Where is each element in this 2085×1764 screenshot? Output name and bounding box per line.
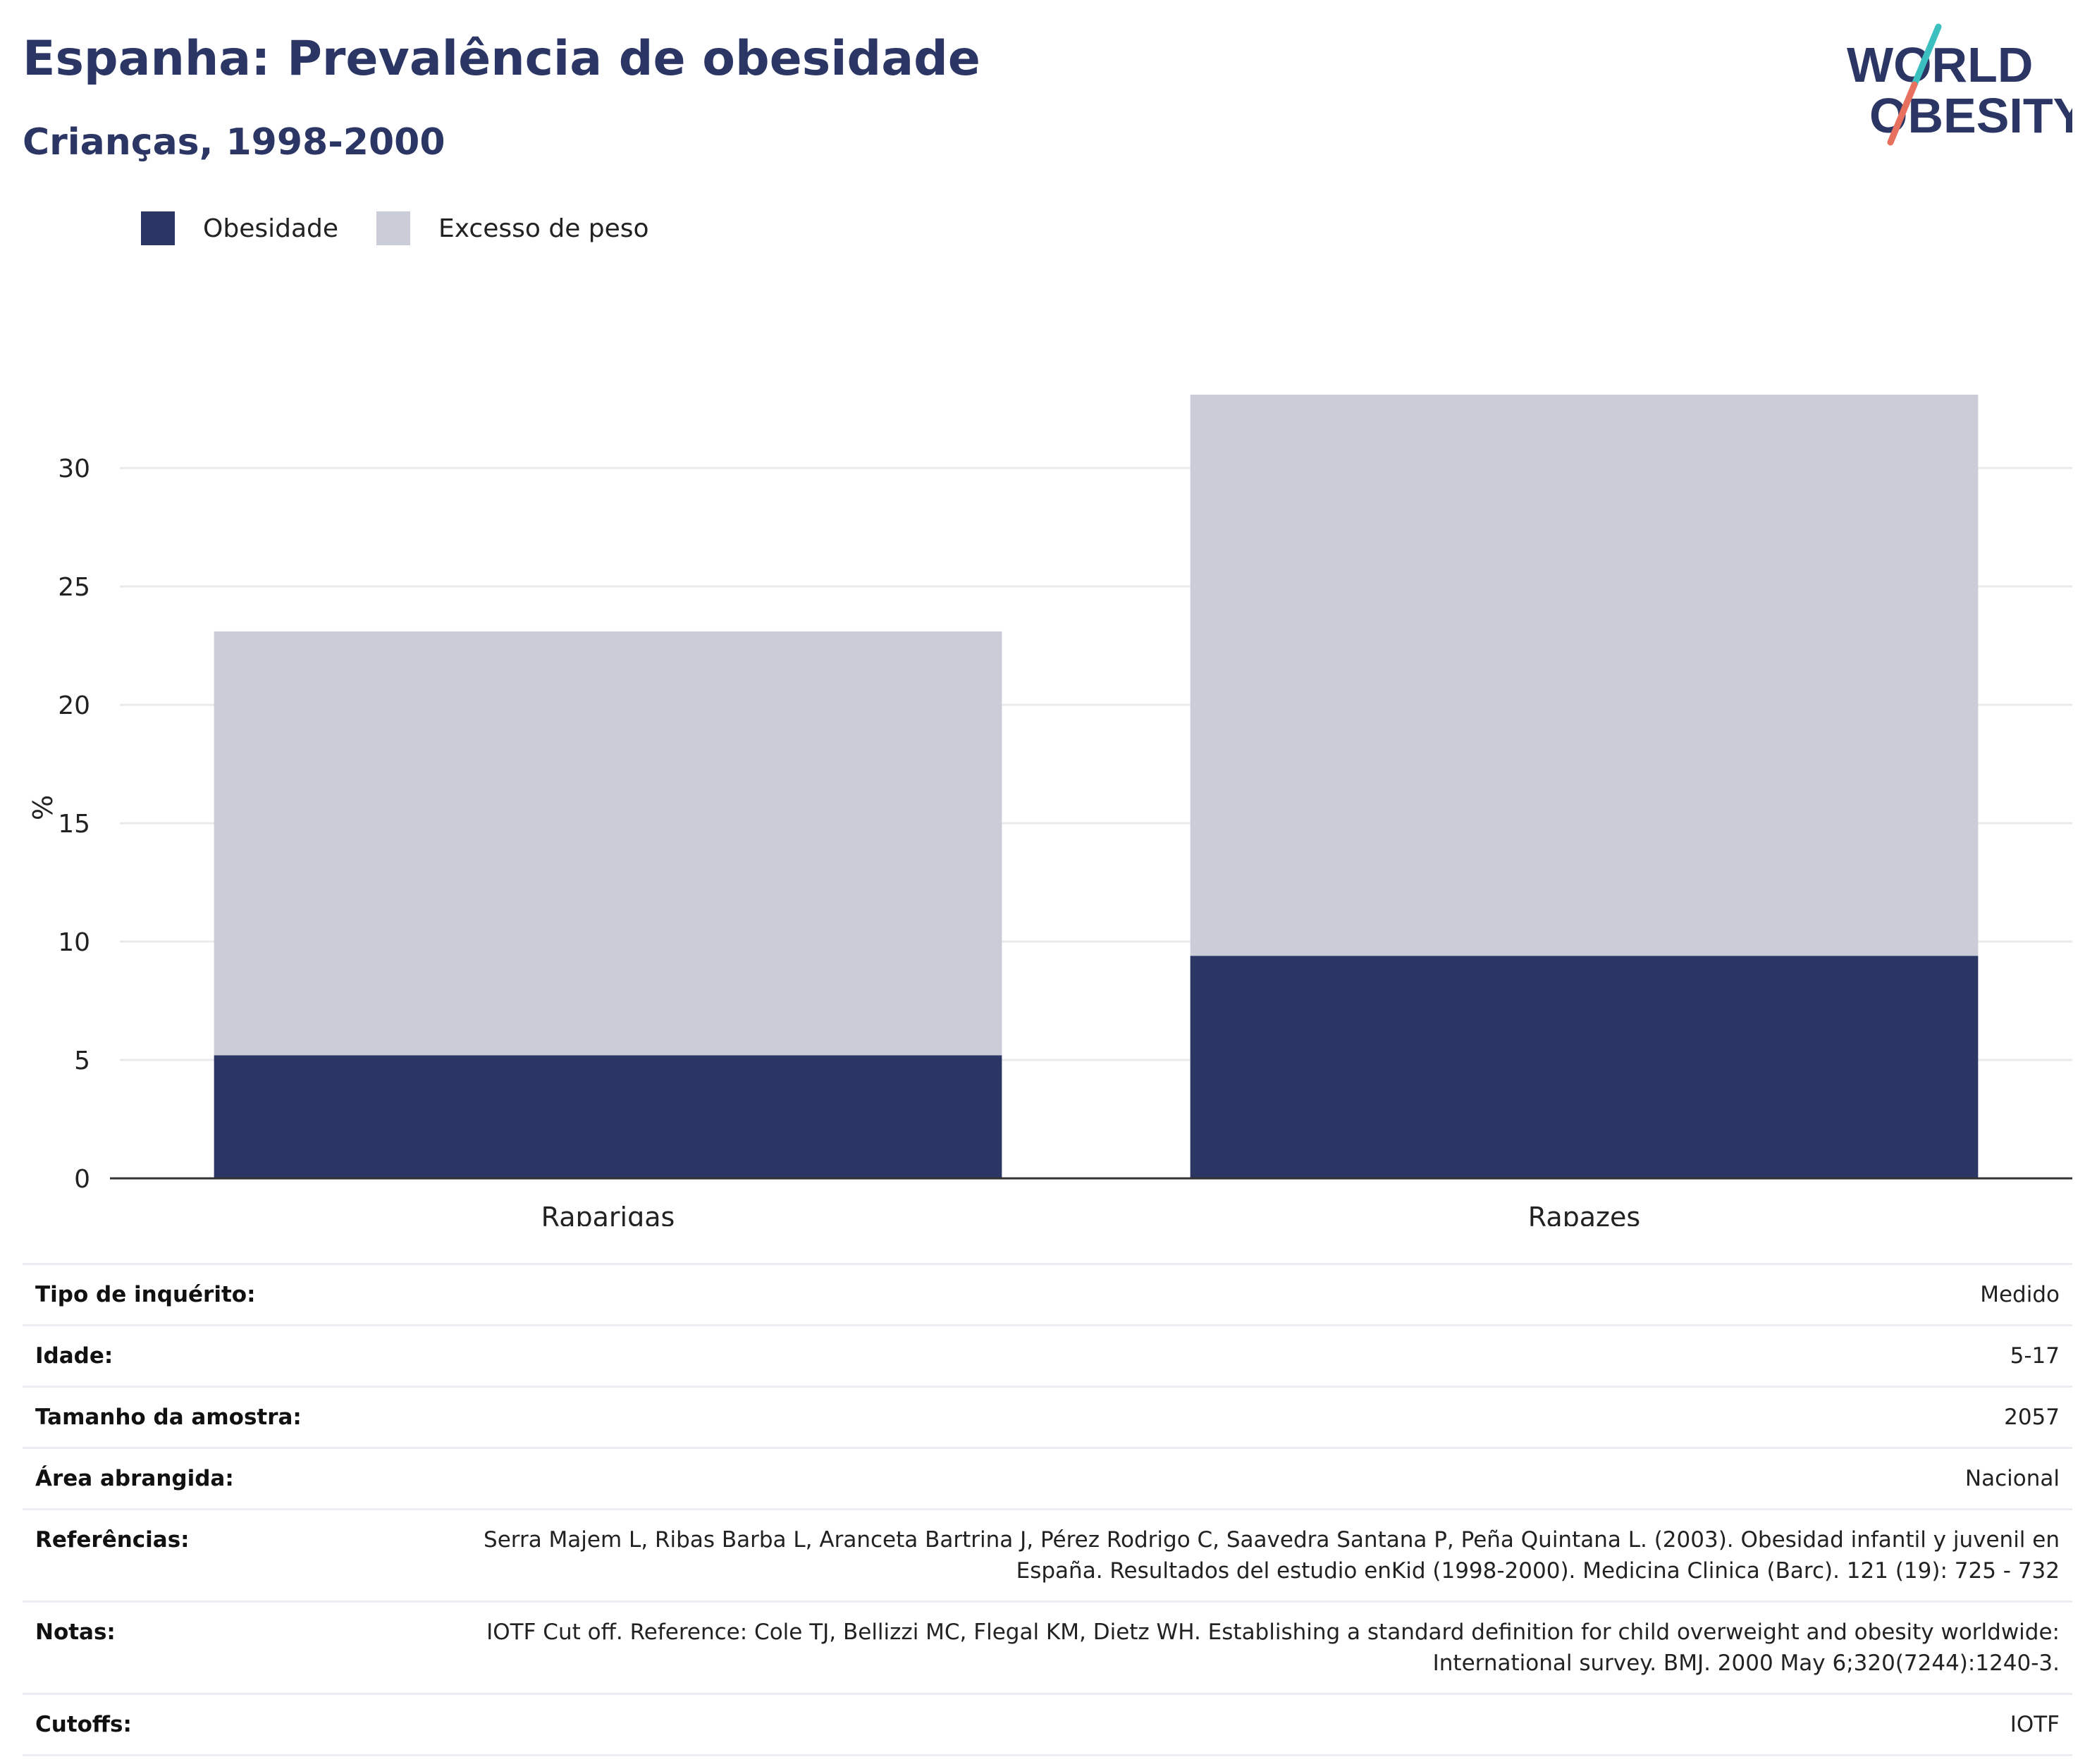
survey-info-table: Tipo de inquérito: Medido Idade: 5-17 Tamanh… (23, 1263, 2072, 1756)
bar-overweight-0[interactable] (214, 631, 1002, 1056)
chart-title: Espanha: Prevalência de obesidade (23, 31, 980, 87)
info-value: Medido (1980, 1282, 2060, 1307)
info-value: 5-17 (2010, 1343, 2060, 1369)
info-label: Notas: (35, 1620, 116, 1645)
info-value: Serra Majem L, Ribas Barba L, Aranceta B… (484, 1527, 2060, 1584)
info-label: Idade: (35, 1343, 113, 1369)
chart-subtitle: Crianças, 1998-2000 (23, 121, 445, 164)
y-tick-label: 5 (74, 1047, 90, 1075)
bar-overweight-1[interactable] (1190, 395, 1979, 956)
bar-obesity-0[interactable] (214, 1055, 1002, 1178)
legend-item-obesity[interactable]: Obesidade (141, 211, 338, 245)
bars (214, 395, 1979, 1178)
info-row: Área abrangida: Nacional (23, 1447, 2072, 1508)
logo-line-1: WORLD (1847, 37, 2033, 92)
legend-swatch-overweight (376, 211, 411, 245)
bar-chart-svg: 0 5 10 15 20 25 30 Raparigas Rapazes% (27, 395, 2072, 1226)
info-label: Cutoffs: (35, 1712, 132, 1737)
info-label: Tipo de inquérito: (35, 1282, 256, 1307)
bar-chart: 0 5 10 15 20 25 30 Raparigas Rapazes% (0, 310, 2085, 1226)
info-value: Nacional (1964, 1466, 2060, 1491)
y-tick-label: 0 (74, 1165, 90, 1194)
y-axis-label: % (27, 795, 59, 820)
logo-teal-slash (1911, 23, 1942, 88)
info-row: Tipo de inquérito: Medido (23, 1263, 2072, 1324)
info-value: 2057 (2004, 1405, 2060, 1430)
info-row: Referências: Serra Majem L, Ribas Barba L… (23, 1508, 2072, 1600)
legend-swatch-obesity (141, 211, 175, 245)
info-value: IOTF Cut off. Reference: Cole TJ, Belliz… (486, 1620, 2060, 1676)
info-row: Cutoffs: IOTF (23, 1693, 2072, 1756)
legend-label-overweight: Excesso de peso (438, 214, 649, 243)
y-tick-label: 30 (58, 455, 90, 483)
y-tick-label: 10 (58, 928, 90, 957)
bar-obesity-1[interactable] (1190, 956, 1979, 1178)
y-tick-label: 15 (58, 810, 90, 839)
logo-coral-slash (1887, 81, 1918, 146)
legend-item-overweight[interactable]: Excesso de peso (376, 211, 649, 245)
info-label: Referências: (35, 1527, 190, 1553)
info-label: Área abrangida: (35, 1466, 234, 1491)
y-tick-label: 25 (58, 573, 90, 602)
info-label: Tamanho da amostra: (35, 1405, 302, 1430)
chart-legend: Obesidade Excesso de peso (141, 209, 687, 248)
world-obesity-logo: WORLD OBESITY (1847, 23, 2072, 146)
info-row: Notas: IOTF Cut off. Reference: Cole TJ, … (23, 1600, 2072, 1693)
x-tick-label: Raparigas (541, 1202, 675, 1226)
info-row: Idade: 5-17 (23, 1324, 2072, 1386)
info-row: Tamanho da amostra: 2057 (23, 1386, 2072, 1447)
y-tick-label: 20 (58, 691, 90, 720)
legend-label-obesity: Obesidade (203, 214, 339, 243)
x-tick-label: Rapazes (1528, 1202, 1640, 1226)
axes: 0 5 10 15 20 25 30 Raparigas Rapazes% (27, 455, 2072, 1226)
info-value: IOTF (2010, 1712, 2060, 1737)
